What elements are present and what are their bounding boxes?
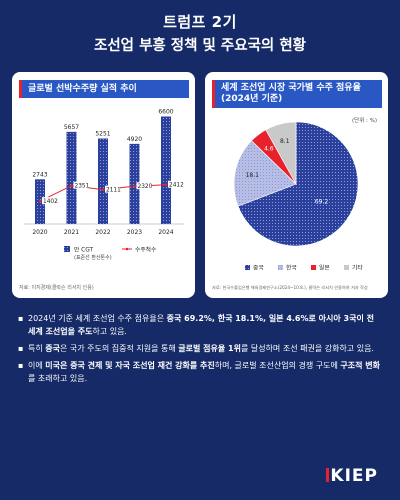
pie-slice-기타 [265,121,297,186]
line-label-2020: 1402 [43,199,58,205]
logo-text: KIEP [330,466,378,486]
bullet-segment: 특히 [28,344,46,353]
pie-label-기타: 8.1 [280,138,290,145]
legend-swatch-한국 [278,265,283,270]
share-chart-title: 세계 조선업 시장 국가별 수주 점유율 (2024년 기준) [212,80,382,108]
summary-bullet-3: ▪ 이에 미국은 중국 견제 및 자국 조선업 재건 강화를 추진하며, 글로벌 … [18,359,384,385]
bullet-segment: 를 달성하며 조선 패권을 강화하고 있음. [240,344,374,353]
bar-label-2020: 2743 [32,171,47,178]
x-tick-2022: 2022 [95,229,110,236]
line-label-2021: 2351 [75,184,90,190]
line-point-2022 [101,188,105,191]
pie-unit-label: (단위 : %) [352,116,377,124]
bullet-text: 이에 미국은 중국 견제 및 자국 조선업 재건 강화를 추진하며, 글로벌 조… [28,359,384,385]
bullet-emphasis: 구조적 변화 [340,361,381,370]
bullet-emphasis: 중국 [45,344,60,353]
legend-label-중국: 중국 [253,265,264,272]
bar-label-2022: 5251 [95,130,110,137]
share-chart-source: 자료: 한국수출입은행 해외경제연구소(2024~10.8.), 클락슨 리서치… [212,285,368,290]
summary-bullets: ▪ 2024년 기준 세계 조선업 수주 점유율은 중국 69.2%, 한국 18… [18,312,384,389]
bar-label-2021: 5657 [64,124,79,131]
legend-line-marker [125,247,129,251]
kiep-logo: KIEP [326,466,378,486]
x-tick-2021: 2021 [64,229,79,236]
line-label-bg-2023 [136,182,152,190]
x-tick-2024: 2024 [158,229,173,236]
title-block: 트럼프 2기 조선업 부흥 정책 및 주요국의 현황 [0,12,400,57]
pie-slice-중국 [237,121,359,247]
bullet-marker: ▪ [18,344,24,353]
bullet-segment: 하며, 글로벌 조선산업의 경쟁 구도에 [214,361,341,370]
line-label-bg-2024 [168,180,183,188]
line-point-2023 [133,184,136,188]
logo-accent [326,468,330,482]
pie-label-일본: 4.6 [264,146,274,153]
bullet-segment: 이에 [28,361,46,370]
bullet-text: 2024년 기준 세계 조선업 수주 점유율은 중국 69.2%, 한국 18.… [28,312,384,338]
bullet-emphasis: 중국 69.2%, 한국 18.1%, 일본 4.6%로 아시아 3국이 전 세… [28,314,374,336]
bullet-segment: 2024년 기준 세계 조선업 수주 점유율은 [28,314,167,323]
bullet-segment: 은 국가 주도의 집중적 지원을 통해 [60,344,179,353]
legend-label-한국: 한국 [286,265,297,272]
x-tick-2023: 2023 [127,229,142,236]
bullet-marker: ▪ [18,314,24,323]
bar-2022 [98,138,108,224]
legend-swatch-기타 [344,265,349,270]
summary-bullet-1: ▪ 2024년 기준 세계 조선업 수주 점유율은 중국 69.2%, 한국 18… [18,312,384,338]
orders-chart-source: 자료: 이지경제(클락슨 리서치 인용) [19,285,94,291]
bar-2023 [129,143,140,224]
line-point-2021 [70,184,73,188]
orders-bar-line-chart: 2743 2020 5657 2021 5251 2022 4920 2023 6600 2024… [24,109,184,261]
bar-2021 [66,131,77,224]
line-point-2024 [164,183,168,187]
bullet-emphasis: 미국은 중국 견제 및 자국 조선업 재건 강화를 추진 [45,361,215,370]
x-tick-2020: 2020 [32,229,47,236]
pie-label-중국: 69.2 [315,199,329,206]
bullet-segment: 하고 있음. [92,327,127,336]
share-chart-card: 세계 조선업 시장 국가별 수주 점유율 (2024년 기준) (단위 : %)… [205,72,388,298]
legend-label-기타: 기타 [352,264,363,272]
line-label-bg-2021 [73,181,89,189]
bullet-segment: 를 초래하고 있음. [28,374,88,383]
orders-chart-card: 글로벌 선박수주량 실적 추이 2743 2020 5657 2021 5251 2022… [12,72,195,298]
orders-chart-title: 글로벌 선박수주량 실적 추이 [19,80,189,98]
legend-line-label: 수주척수 [135,246,157,254]
summary-bullet-2: ▪ 특히 중국은 국가 주도의 집중적 지원을 통해 글로벌 점유율 1위를 달성… [18,342,384,355]
pie-slice-한국 [233,140,297,207]
line-point-2020 [38,199,42,203]
legend-bar-label: 만 CGT [74,246,94,254]
page-title-line2: 조선업 부흥 정책 및 주요국의 현황 [94,38,306,54]
bar-label-2023: 4920 [127,136,142,143]
bullet-marker: ▪ [18,361,24,370]
page-title-line1: 트럼프 2기 [163,13,237,31]
line-label-2023: 2320 [138,184,153,190]
legend-swatch-중국 [245,265,250,270]
bar-2024 [161,116,171,224]
line-label-2022: 2111 [106,188,121,194]
legend-bar-sublabel: (표준선 환산톤수) [74,254,112,261]
legend-swatch-일본 [311,265,316,270]
bullet-text: 특히 중국은 국가 주도의 집중적 지원을 통해 글로벌 점유율 1위를 달성하… [28,342,374,355]
legend-bar-swatch [64,246,70,252]
share-chart-title-line2: (2024년 기준) [221,94,283,104]
share-chart-title-line1: 세계 조선업 시장 국가별 수주 점유율 [221,83,361,93]
line-label-bg-2020 [42,197,57,205]
bar-label-2024: 6600 [158,109,173,116]
pie-label-한국: 18.1 [246,172,260,179]
bullet-emphasis: 글로벌 점유율 1위 [178,344,241,353]
legend-label-일본: 일본 [319,264,330,272]
share-pie-chart: (단위 : %) 69.2 18.1 4.6 8.1 중국 한국 일본 기타 [233,116,377,272]
line-label-bg-2022 [105,185,120,193]
line-label-2024: 2412 [169,183,184,189]
